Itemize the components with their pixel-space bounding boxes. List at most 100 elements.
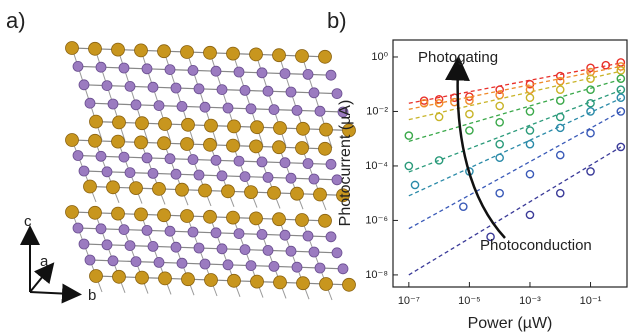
annotation: Photoconduction bbox=[480, 237, 592, 254]
atom bbox=[142, 64, 152, 74]
data-point bbox=[460, 203, 467, 210]
axis-name: b bbox=[88, 287, 96, 304]
data-point bbox=[557, 152, 564, 159]
atom bbox=[296, 50, 309, 63]
atom bbox=[108, 99, 118, 109]
atom bbox=[234, 156, 244, 166]
atom bbox=[326, 232, 336, 242]
atom bbox=[250, 140, 263, 153]
atom bbox=[194, 243, 204, 253]
atom bbox=[181, 138, 194, 151]
atom bbox=[204, 138, 217, 151]
data-point bbox=[496, 102, 503, 109]
atom bbox=[158, 209, 171, 222]
data-point bbox=[466, 111, 473, 118]
atom bbox=[199, 184, 212, 197]
atom bbox=[159, 272, 172, 285]
atom bbox=[251, 275, 264, 288]
atom bbox=[188, 65, 198, 75]
atom bbox=[107, 181, 120, 194]
data-point bbox=[496, 91, 503, 98]
atom bbox=[112, 43, 125, 56]
atom bbox=[154, 101, 164, 111]
atom bbox=[211, 228, 221, 238]
atom bbox=[274, 276, 287, 289]
atom bbox=[171, 242, 181, 252]
data-point bbox=[466, 127, 473, 134]
atom bbox=[177, 258, 187, 268]
y-axis-label: Photocurrent (µA) bbox=[337, 100, 354, 227]
atom bbox=[326, 70, 336, 80]
atom bbox=[280, 230, 290, 240]
atom bbox=[158, 137, 171, 150]
atom bbox=[303, 231, 313, 241]
atom bbox=[269, 261, 279, 271]
atom bbox=[286, 173, 296, 183]
atom bbox=[286, 246, 296, 256]
atom bbox=[338, 264, 348, 274]
atom bbox=[320, 123, 333, 136]
atom bbox=[268, 186, 281, 199]
atom bbox=[227, 47, 240, 60]
atom bbox=[135, 44, 148, 57]
atom bbox=[182, 273, 195, 286]
atom bbox=[171, 169, 181, 179]
data-point bbox=[617, 108, 624, 115]
atom bbox=[90, 270, 103, 283]
panel-label: a) bbox=[6, 8, 26, 33]
atom bbox=[309, 174, 319, 184]
atom bbox=[73, 151, 83, 161]
atom bbox=[102, 167, 112, 177]
atom bbox=[309, 88, 319, 98]
atom bbox=[125, 241, 135, 251]
crystal-structure bbox=[66, 42, 356, 301]
atom bbox=[73, 223, 83, 233]
atom bbox=[176, 183, 189, 196]
atom bbox=[135, 136, 148, 149]
atom bbox=[112, 135, 125, 148]
atom bbox=[332, 89, 342, 99]
data-point bbox=[587, 86, 594, 93]
atom bbox=[223, 260, 233, 270]
x-tick-label: 10⁻⁷ bbox=[398, 295, 420, 307]
atom bbox=[89, 42, 102, 55]
atom bbox=[130, 182, 143, 195]
atom bbox=[154, 257, 164, 267]
data-point bbox=[526, 141, 533, 148]
atom bbox=[222, 185, 235, 198]
atom bbox=[246, 104, 256, 114]
atom bbox=[296, 142, 309, 155]
atom bbox=[263, 245, 273, 255]
atom bbox=[274, 122, 287, 135]
atom bbox=[135, 208, 148, 221]
data-point bbox=[587, 130, 594, 137]
atom bbox=[142, 153, 152, 163]
data-point bbox=[405, 162, 412, 169]
atom bbox=[204, 210, 217, 223]
data-point bbox=[526, 211, 533, 218]
fit-line bbox=[409, 111, 621, 228]
data-point bbox=[617, 143, 624, 150]
atom bbox=[125, 168, 135, 178]
atom bbox=[227, 211, 240, 224]
atom bbox=[112, 207, 125, 220]
atom bbox=[165, 154, 175, 164]
data-point bbox=[411, 181, 418, 188]
atom bbox=[119, 152, 129, 162]
data-point bbox=[557, 113, 564, 120]
atom bbox=[263, 86, 273, 96]
atom bbox=[165, 65, 175, 75]
x-tick-label: 10⁻³ bbox=[519, 295, 541, 307]
atom bbox=[309, 247, 319, 257]
atom bbox=[200, 102, 210, 112]
atom bbox=[315, 106, 325, 116]
atom bbox=[291, 187, 304, 200]
atom bbox=[211, 66, 221, 76]
data-point bbox=[496, 119, 503, 126]
atom bbox=[292, 105, 302, 115]
atom bbox=[84, 180, 97, 193]
atom bbox=[182, 118, 195, 131]
data-point bbox=[496, 141, 503, 148]
y-tick-label: 10⁻⁴ bbox=[365, 160, 388, 172]
